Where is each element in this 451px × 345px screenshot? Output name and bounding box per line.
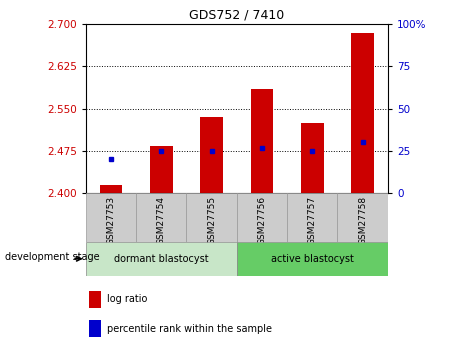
- Bar: [86, 241, 237, 276]
- Text: active blastocyst: active blastocyst: [271, 254, 354, 264]
- Bar: [150, 146, 173, 193]
- Bar: [200, 117, 223, 193]
- Bar: [351, 33, 374, 193]
- Bar: [251, 89, 273, 193]
- Bar: [237, 193, 287, 242]
- Bar: [186, 193, 237, 242]
- Text: development stage: development stage: [5, 252, 99, 262]
- Text: GSM27758: GSM27758: [358, 196, 367, 245]
- Text: GSM27756: GSM27756: [258, 196, 267, 245]
- Bar: [100, 185, 122, 193]
- Bar: [89, 290, 101, 308]
- Text: GSM27754: GSM27754: [157, 196, 166, 245]
- Title: GDS752 / 7410: GDS752 / 7410: [189, 9, 285, 22]
- Bar: [136, 193, 186, 242]
- Text: GSM27755: GSM27755: [207, 196, 216, 245]
- Text: dormant blastocyst: dormant blastocyst: [114, 254, 208, 264]
- Bar: [237, 241, 388, 276]
- Bar: [301, 123, 324, 193]
- Text: percentile rank within the sample: percentile rank within the sample: [107, 324, 272, 334]
- Bar: [287, 193, 337, 242]
- Bar: [89, 320, 101, 337]
- Text: GSM27757: GSM27757: [308, 196, 317, 245]
- Bar: [337, 193, 388, 242]
- Bar: [86, 193, 136, 242]
- Text: GSM27753: GSM27753: [106, 196, 115, 245]
- Text: log ratio: log ratio: [107, 294, 147, 304]
